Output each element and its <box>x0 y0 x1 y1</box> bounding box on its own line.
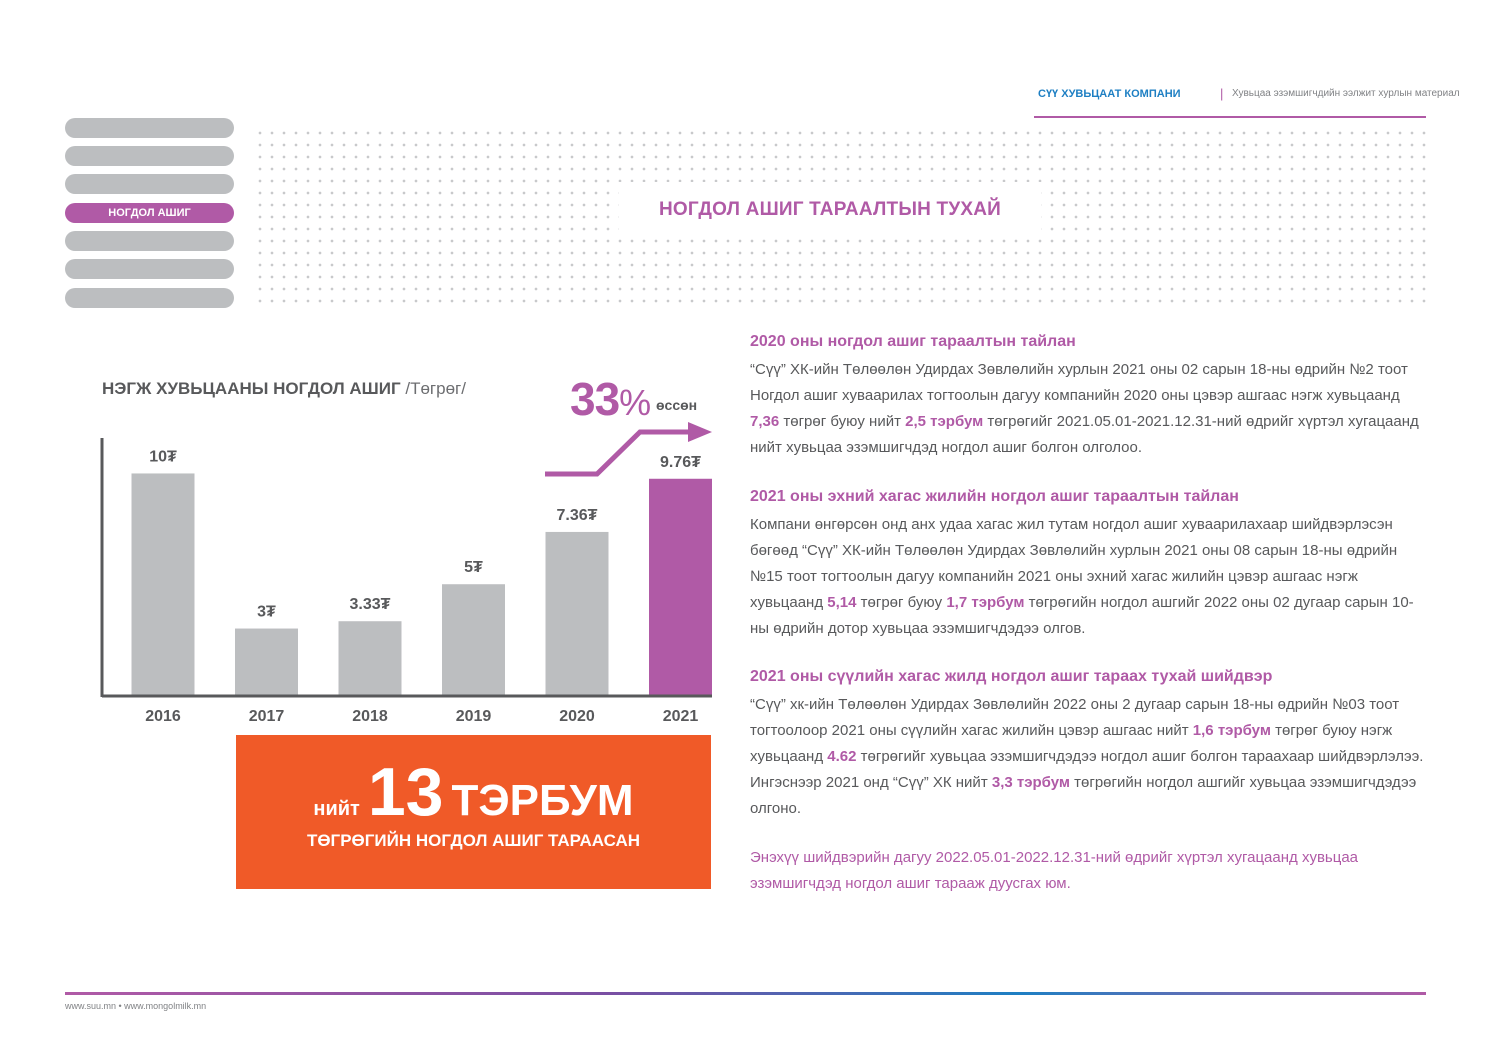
footer-divider <box>65 992 1426 995</box>
section-text: Компани өнгөрсөн онд анх удаа хагас жил … <box>750 516 1398 611</box>
bars-layer: 10₮ 2016 3₮ 2017 3.33₮ 2018 5₮ 2019 7.36₮ 2020 9.7… <box>131 448 712 725</box>
x-tick-label: 2018 <box>352 708 388 725</box>
bar-value-label: 3₮ <box>257 604 276 621</box>
nav-pill[interactable] <box>65 146 234 166</box>
section-text: “Сүү” ХК-ийн Төлөөлөн Удирдах Зөвлөлийн … <box>750 361 1408 404</box>
highlight-value: 5,14 <box>827 594 857 611</box>
closing-note: Энэхүү шийдвэрийн дагуу 2022.05.01-2022.… <box>750 849 1358 892</box>
section-heading: 2020 оны ногдол ашиг тараалтын тайлан <box>750 333 1076 350</box>
highlight-value: 2,5 тэрбум <box>905 413 984 430</box>
bar-2017 <box>235 628 298 695</box>
total-word: ТЭРБУМ <box>451 776 634 825</box>
highlight-value: 1,6 тэрбум <box>1192 722 1271 739</box>
bar-2020 <box>545 531 609 695</box>
nav-pill[interactable] <box>65 231 234 251</box>
highlight-value: 7,36 <box>750 413 780 430</box>
growth-value: 33 <box>570 373 620 425</box>
growth-sign: % <box>619 382 651 423</box>
section-heading: 2021 оны эхний хагас жилийн ногдол ашиг … <box>750 488 1239 505</box>
nav-pill[interactable] <box>65 288 234 308</box>
total-caption: ТӨГРӨГИЙН НОГДОЛ АШИГ ТАРААСАН <box>306 831 641 850</box>
total-prefix: нийт <box>313 798 360 820</box>
highlight-value: 4.62 <box>827 748 857 765</box>
total-dividend-box: нийт 13 ТЭРБУМ ТӨГРӨГИЙН НОГДОЛ АШИГ ТАРАА… <box>236 735 711 889</box>
section-text: төгрөгийн ногдол ашгийг 2022 оны 02 дуга… <box>750 594 1414 637</box>
section-text: төгрөгийг 2021.05.01-2021.12.31-ний өдри… <box>750 413 1419 456</box>
nav-pill[interactable] <box>65 259 234 279</box>
header-separator: | <box>1220 86 1224 101</box>
page-title: НОГДОЛ АШИГ ТАРААЛТЫН ТУХАЙ <box>619 182 1041 237</box>
chart-title-text: НЭГЖ ХУВЬЦААНЫ НОГДОЛ АШИГ <box>102 379 401 398</box>
footer-links: www.suu.mn • www.mongolmilk.mn <box>65 1001 207 1011</box>
chart-unit: /Төгрөг/ <box>405 379 466 398</box>
nav-pill[interactable] <box>65 118 234 138</box>
growth-percent: 33% <box>570 372 651 426</box>
x-tick-label: 2021 <box>663 708 699 725</box>
growth-word: өссөн <box>656 397 698 413</box>
bar-2019 <box>442 584 505 695</box>
bar-value-label: 5₮ <box>464 559 483 576</box>
header-subtitle: Хувьцаа эзэмшигчдийн ээлжит хурлын матер… <box>1232 88 1460 99</box>
bar-value-label: 7.36₮ <box>557 507 598 524</box>
section-body: Компани өнгөрсөн онд анх удаа хагас жил … <box>750 512 1430 642</box>
bar-2021 <box>649 478 712 695</box>
x-tick-label: 2016 <box>145 708 181 725</box>
bar-2018 <box>338 621 402 695</box>
bar-value-label: 10₮ <box>149 448 177 465</box>
section-text: төгрөг буюу <box>856 594 947 611</box>
x-tick-label: 2020 <box>559 708 595 725</box>
section-text: төгрөгийн ногдол ашгийг хувьцаа эзэмшигч… <box>750 774 1417 817</box>
x-tick-label: 2017 <box>249 708 285 725</box>
total-number: 13 <box>367 754 444 830</box>
page-header: СҮҮ ХУВЬЦААТ КОМПАНИ | Хувьцаа эзэмшигчд… <box>1034 86 1460 118</box>
highlight-value: 3,3 тэрбум <box>991 774 1070 791</box>
total-line: нийт 13 ТЭРБУМ <box>236 753 711 831</box>
bar-chart: 10₮ 2016 3₮ 2017 3.33₮ 2018 5₮ 2019 7.36₮ 2020 9.7… <box>100 422 712 725</box>
company-name: СҮҮ ХУВЬЦААТ КОМПАНИ <box>1038 88 1181 100</box>
x-tick-label: 2019 <box>456 708 492 725</box>
nav-pill-active[interactable]: НОГДОЛ АШИГ <box>65 203 234 223</box>
bar-2016 <box>131 473 195 695</box>
section-text: төгрөг буюу нийт <box>779 413 906 430</box>
highlight-value: 1,7 тэрбум <box>946 594 1025 611</box>
section-text: төгрөгийг хувьцаа эзэмшигчдэдээ ногдол а… <box>750 748 1424 791</box>
nav-pill[interactable] <box>65 174 234 194</box>
section-body: “Сүү” ХК-ийн Төлөөлөн Удирдах Зөвлөлийн … <box>750 357 1430 461</box>
section-text: төгрөг буюу нэгж хувьцаанд <box>750 722 1393 765</box>
bar-value-label: 9.76₮ <box>660 454 701 471</box>
growth-arrow-head <box>688 422 712 442</box>
bar-value-label: 3.33₮ <box>350 596 391 613</box>
section-text: “Сүү” хк-ийн Төлөөлөн Удирдах Зөвлөлийн … <box>750 696 1400 739</box>
section-body: “Сүү” хк-ийн Төлөөлөн Удирдах Зөвлөлийн … <box>750 692 1430 822</box>
section-heading: 2021 оны сүүлийн хагас жилд ногдол ашиг … <box>750 668 1273 685</box>
chart-title: НЭГЖ ХУВЬЦААНЫ НОГДОЛ АШИГ /Төгрөг/ <box>102 379 466 399</box>
growth-arrow-line <box>545 429 690 477</box>
